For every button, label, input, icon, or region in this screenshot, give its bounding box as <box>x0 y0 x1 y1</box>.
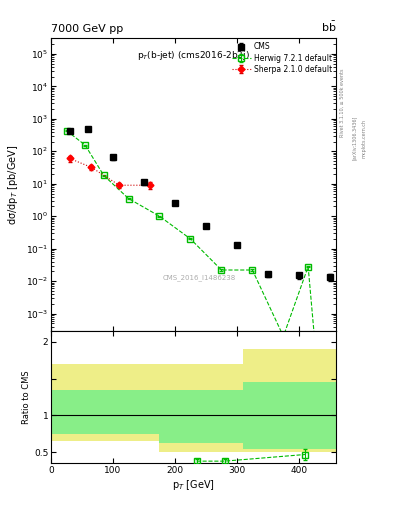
Text: b$\bar{\rm b}$: b$\bar{\rm b}$ <box>321 20 336 34</box>
Y-axis label: Ratio to CMS: Ratio to CMS <box>22 370 31 424</box>
Text: [arXiv:1306.3436]: [arXiv:1306.3436] <box>352 116 357 160</box>
Text: mcplots.cern.ch: mcplots.cern.ch <box>362 119 367 158</box>
Text: Rivet 3.1.10, ≥ 500k events: Rivet 3.1.10, ≥ 500k events <box>340 68 345 137</box>
Y-axis label: dσ/dp$_T$ [pb/GeV]: dσ/dp$_T$ [pb/GeV] <box>6 144 20 225</box>
Text: p$_T$(b-jet) (cms2016-2b2j): p$_T$(b-jet) (cms2016-2b2j) <box>137 49 250 61</box>
X-axis label: p$_T$ [GeV]: p$_T$ [GeV] <box>172 478 215 492</box>
Text: CMS_2016_I1486238: CMS_2016_I1486238 <box>163 274 236 282</box>
Legend: CMS, Herwig 7.2.1 default, Sherpa 2.1.0 default: CMS, Herwig 7.2.1 default, Sherpa 2.1.0 … <box>232 42 332 74</box>
Text: 7000 GeV pp: 7000 GeV pp <box>51 24 123 34</box>
